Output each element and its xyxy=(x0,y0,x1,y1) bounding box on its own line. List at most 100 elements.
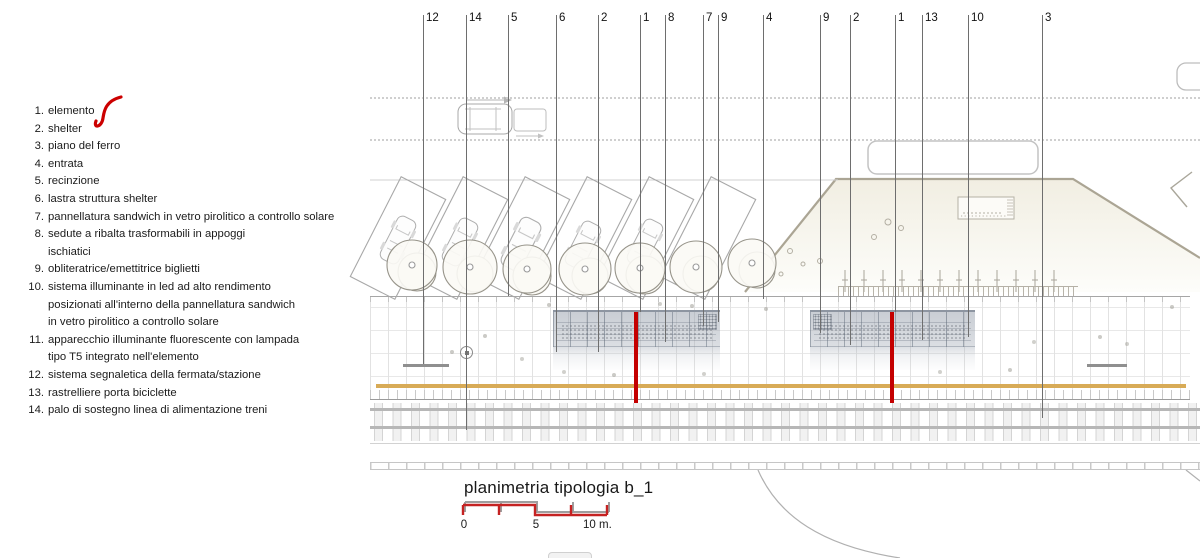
scale-label-10: 10 m. xyxy=(583,519,612,531)
scale-bar xyxy=(461,501,610,517)
squiggle-path xyxy=(93,95,123,128)
callout-line: 8 xyxy=(665,12,674,342)
track-baseline xyxy=(370,443,1200,444)
catenary-pole xyxy=(460,346,473,359)
callout-label: 14 xyxy=(469,12,482,24)
vehicle-outline-corner xyxy=(1176,62,1200,91)
legend-item-number: 8. xyxy=(34,228,44,241)
legend-item-text: recinzione xyxy=(48,175,100,188)
callout-label: 7 xyxy=(706,12,713,24)
legend-item: 2. shelter xyxy=(24,121,358,139)
legend-item-text: apparecchio illuminante fluorescente con… xyxy=(48,333,300,364)
callout-label: 6 xyxy=(559,12,566,24)
legend-item-number: 7. xyxy=(34,210,44,223)
legend-item: 6. lastra struttura shelter xyxy=(24,191,358,209)
road-lane-line xyxy=(370,139,1200,141)
section-line-red xyxy=(634,312,638,403)
callout-label: 1 xyxy=(643,12,650,24)
element-marker-icon xyxy=(93,95,123,128)
legend-item-text: elemento xyxy=(48,105,95,117)
legend-item-number: 4. xyxy=(34,157,44,170)
legend-item: 10. sistema illuminante in led ad alto re… xyxy=(24,279,358,332)
callout-line: 9 xyxy=(718,12,727,322)
legend-list: 1. elemento 2. shelter 3. piano del ferro 4. en… xyxy=(24,103,358,420)
section-line-red xyxy=(890,312,894,403)
bus-bay-outline xyxy=(867,140,1039,175)
rail xyxy=(370,408,1200,411)
legend-item: 7. pannellatura sandwich in vetro pirolit… xyxy=(24,209,358,227)
legend-item-text: sistema illuminante in led ad alto rendi… xyxy=(48,280,296,329)
signage-bar xyxy=(403,364,449,367)
tree-row xyxy=(386,238,777,296)
callout-label: 2 xyxy=(853,12,860,24)
legend-item-number: 10. xyxy=(28,280,44,293)
scale-label-0: 0 xyxy=(460,519,468,531)
legend-item: 1. elemento xyxy=(24,103,358,121)
legend-item-text: entrata xyxy=(48,157,84,170)
legend-item-text: sedute a ribalta trasformabili in appogg… xyxy=(48,228,246,258)
entrance-plaza xyxy=(744,177,1200,293)
callout-label: 2 xyxy=(601,12,608,24)
legend-item-number: 14. xyxy=(28,404,44,417)
bottom-edge-object xyxy=(548,552,592,558)
legend-item: 12. sistema segnaletica della fermata/sta… xyxy=(24,367,358,385)
legend-item-number: 12. xyxy=(28,368,44,381)
callout-line: 1 xyxy=(895,12,904,312)
seat-hatch-patch xyxy=(698,314,717,330)
callout-label: 10 xyxy=(971,12,984,24)
platform-paving xyxy=(370,296,1190,400)
callout-label: 1 xyxy=(898,12,905,24)
callout-label: 13 xyxy=(925,12,938,24)
platform-edge-ticks xyxy=(370,297,1190,302)
legend-item-number: 9. xyxy=(34,263,44,276)
legend-item-number: 3. xyxy=(34,140,44,153)
parking-stalls xyxy=(349,176,757,300)
platform-border-ticks xyxy=(370,390,1190,400)
path-curve xyxy=(757,469,901,558)
legend-item-number: 5. xyxy=(34,175,44,188)
legend-item: 9. obliteratrice/emettitrice biglietti xyxy=(24,261,358,279)
road-car xyxy=(457,96,547,139)
legend-item: 5. recinzione xyxy=(24,173,358,191)
road-lane-line xyxy=(370,97,1200,99)
callout-line: 4 xyxy=(763,12,772,299)
legend-item-text: shelter xyxy=(48,122,82,135)
second-track xyxy=(370,462,1200,470)
legend-item-number: 13. xyxy=(28,386,44,399)
callout-label: 4 xyxy=(766,12,773,24)
signage-bar xyxy=(1087,364,1127,367)
legend-item-text: piano del ferro xyxy=(48,140,121,153)
bike-rack xyxy=(957,196,1015,220)
plan-title: planimetria tipologia b_1 xyxy=(464,478,654,497)
legend-item: 11. apparecchio illuminante fluorescente … xyxy=(24,332,358,367)
legend-item-text: obliteratrice/emettitrice biglietti xyxy=(48,263,200,276)
scale-bar-red-path xyxy=(461,503,609,517)
platform-plant-scribbles xyxy=(450,350,454,354)
legend-item-number: 1. xyxy=(34,105,44,117)
callout-line: 9 xyxy=(820,12,829,333)
callout-label: 12 xyxy=(426,12,439,24)
legend-item: 3. piano del ferro xyxy=(24,138,358,156)
callout-line: 7 xyxy=(703,12,712,326)
callout-label: 9 xyxy=(721,12,728,24)
tactile-strip xyxy=(376,384,1186,388)
fence-mesh xyxy=(838,286,1078,296)
scale-label-5: 5 xyxy=(532,519,540,531)
legend-item: 4. entrata xyxy=(24,156,358,174)
callout-label: 3 xyxy=(1045,12,1052,24)
legend-item-number: 6. xyxy=(34,192,44,205)
callout-label: 5 xyxy=(511,12,518,24)
legend-item-number: 11. xyxy=(29,333,44,346)
plaza-plants xyxy=(778,218,904,277)
legend-item-text: lastra struttura shelter xyxy=(48,192,158,205)
edge-diagonal xyxy=(1185,469,1200,482)
callout-line: 1 xyxy=(640,12,649,312)
parked-cars xyxy=(375,212,668,275)
callout-label: 9 xyxy=(823,12,830,24)
legend-item-number: 2. xyxy=(34,122,44,135)
seat-hatch-patch xyxy=(813,314,832,330)
legend-item: 8. sedute a ribalta trasformabili in appo… xyxy=(24,226,358,261)
rail xyxy=(370,426,1200,429)
legend-item-text: pannellatura sandwich in vetro pirolitic… xyxy=(48,210,335,223)
